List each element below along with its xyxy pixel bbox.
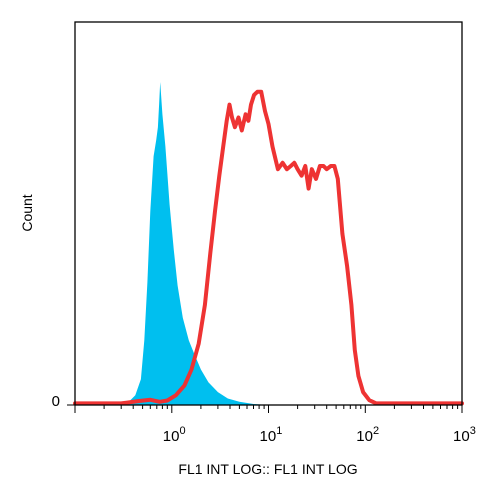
x-axis-ticks: 100 101 102 103 [74,405,476,445]
x-tick-label: 103 [453,425,476,445]
x-tick-label: 101 [260,425,283,445]
y-axis-label: Count [19,194,35,231]
plot-frame [74,21,463,406]
series-filled-histogram [75,82,462,405]
x-tick-label: 102 [356,425,379,445]
x-tick-label: 100 [163,425,186,445]
plot-series [73,82,464,406]
x-axis-label: FL1 INT LOG:: FL1 INT LOG [178,461,357,477]
y-axis-ticks: 0 [52,393,75,410]
series-line-histogram [73,89,464,406]
y-tick-label: 0 [52,393,60,410]
